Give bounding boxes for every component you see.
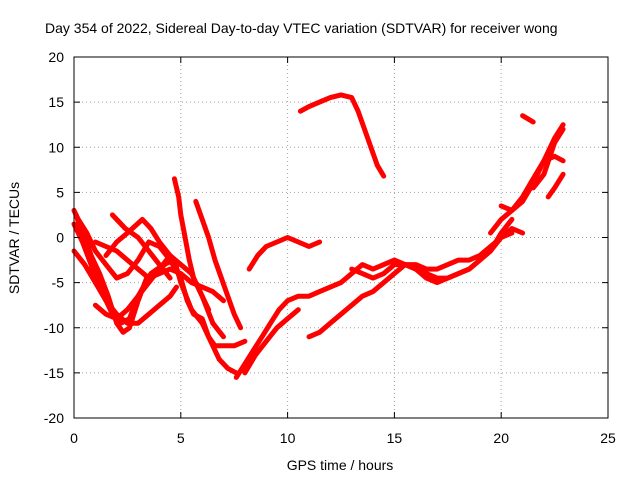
x-tick-label: 25: [600, 430, 616, 446]
x-tick-label: 20: [493, 430, 509, 446]
y-tick-label: 10: [48, 139, 64, 155]
y-tick-label: -15: [44, 365, 64, 381]
series-sat-v: [520, 113, 536, 125]
y-axis-tick-labels: -20 -15 -10 -5 0 5 10 15 20: [44, 49, 64, 426]
y-tick-label: 0: [56, 230, 64, 246]
series-sat-n: [242, 307, 301, 376]
series-sat-o: [306, 226, 526, 340]
series-sat-i: [103, 216, 184, 268]
series-sat-k: [193, 198, 244, 331]
y-tick-label: -10: [44, 320, 64, 336]
grid: [74, 57, 608, 418]
x-tick-label: 15: [387, 430, 403, 446]
x-tick-label: 5: [177, 430, 185, 446]
y-axis-label: SDTVAR / TECUs: [6, 182, 22, 294]
series-sat-l: [246, 235, 323, 272]
series-sat-h: [109, 212, 173, 281]
axis-ticks: [73, 56, 609, 419]
series-sat-u: [545, 171, 566, 200]
series-sat-q: [297, 92, 387, 179]
y-tick-label: -5: [52, 275, 65, 291]
series-sat-g: [92, 253, 173, 322]
x-axis-tick-labels: 0 5 10 15 20 25: [70, 430, 616, 446]
x-tick-label: 10: [280, 430, 296, 446]
y-tick-label: 5: [56, 184, 64, 200]
x-axis-label: GPS time / hours: [287, 457, 394, 473]
series-sat-r: [498, 122, 566, 213]
series-sat-f: [92, 239, 226, 304]
y-tick-label: 15: [48, 94, 64, 110]
data-series-layer: [71, 92, 566, 380]
y-tick-label: 20: [48, 49, 64, 65]
series-sat-j: [171, 176, 212, 313]
series-sat-e: [71, 221, 98, 286]
y-tick-label: -20: [44, 410, 64, 426]
series-sat-s: [488, 153, 566, 236]
x-tick-label: 0: [70, 430, 78, 446]
series-sat-p: [349, 216, 515, 286]
series-sat-m: [233, 230, 515, 380]
series-sat-t: [530, 126, 566, 191]
chart-title: Day 354 of 2022, Sidereal Day-to-day VTE…: [45, 20, 558, 36]
